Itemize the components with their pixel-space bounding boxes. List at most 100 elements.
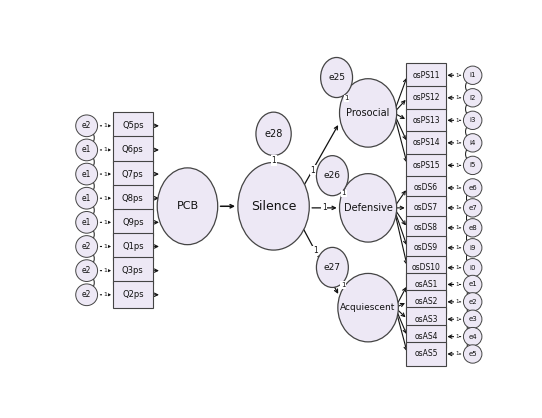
- Text: osDS9: osDS9: [414, 243, 438, 252]
- FancyBboxPatch shape: [406, 325, 446, 349]
- Text: Q2ps: Q2ps: [122, 290, 144, 299]
- Ellipse shape: [463, 345, 482, 363]
- Ellipse shape: [463, 111, 482, 130]
- Text: Q9ps: Q9ps: [122, 218, 144, 227]
- Text: 1: 1: [455, 186, 459, 191]
- FancyBboxPatch shape: [113, 112, 153, 139]
- Text: osDS7: osDS7: [414, 204, 438, 212]
- Ellipse shape: [76, 212, 98, 233]
- Text: 1: 1: [455, 163, 459, 168]
- Text: e7: e7: [468, 205, 477, 211]
- Text: osAS2: osAS2: [415, 297, 438, 306]
- Text: 1: 1: [455, 352, 459, 357]
- FancyBboxPatch shape: [113, 209, 153, 236]
- Text: 1: 1: [341, 191, 346, 196]
- Text: osDS10: osDS10: [411, 263, 441, 272]
- Text: Silence: Silence: [251, 200, 296, 213]
- Ellipse shape: [76, 139, 98, 161]
- FancyBboxPatch shape: [406, 256, 446, 280]
- Text: Q8ps: Q8ps: [122, 194, 144, 203]
- Ellipse shape: [463, 219, 482, 237]
- Text: e26: e26: [324, 171, 341, 180]
- Text: 1: 1: [455, 205, 459, 210]
- FancyBboxPatch shape: [406, 236, 446, 260]
- Text: 1: 1: [344, 95, 349, 102]
- Text: osPS15: osPS15: [412, 161, 440, 170]
- Text: 1: 1: [103, 244, 107, 249]
- Text: e2: e2: [82, 266, 92, 275]
- Text: 1: 1: [341, 282, 346, 288]
- Text: Q7ps: Q7ps: [122, 170, 144, 178]
- FancyBboxPatch shape: [406, 290, 446, 314]
- Text: osPS13: osPS13: [412, 116, 440, 125]
- Ellipse shape: [463, 134, 482, 152]
- Ellipse shape: [317, 155, 349, 196]
- Text: i5: i5: [469, 162, 476, 168]
- Text: 1: 1: [271, 156, 276, 165]
- FancyBboxPatch shape: [406, 307, 446, 331]
- Ellipse shape: [463, 199, 482, 217]
- Text: 1: 1: [322, 204, 327, 212]
- Text: 1: 1: [455, 317, 459, 322]
- Ellipse shape: [76, 284, 98, 306]
- FancyBboxPatch shape: [406, 216, 446, 240]
- Text: e1: e1: [82, 145, 92, 154]
- Text: i1: i1: [469, 72, 476, 78]
- Text: e3: e3: [468, 316, 477, 322]
- Ellipse shape: [76, 115, 98, 137]
- Text: e2: e2: [468, 299, 477, 305]
- Text: osAS3: osAS3: [414, 315, 438, 324]
- Text: osPS14: osPS14: [412, 138, 440, 148]
- Text: osAS1: osAS1: [415, 280, 438, 289]
- Text: 1: 1: [455, 118, 459, 123]
- Text: 1: 1: [455, 282, 459, 287]
- Text: Q1ps: Q1ps: [122, 242, 144, 251]
- Ellipse shape: [463, 293, 482, 311]
- Text: e25: e25: [328, 73, 345, 82]
- Text: Prosocial: Prosocial: [346, 108, 390, 118]
- Ellipse shape: [76, 236, 98, 257]
- FancyBboxPatch shape: [406, 153, 446, 177]
- Text: 1: 1: [455, 245, 459, 250]
- Text: 1: 1: [103, 196, 107, 201]
- Text: i9: i9: [469, 245, 476, 251]
- Ellipse shape: [76, 187, 98, 209]
- Text: e2: e2: [82, 242, 92, 251]
- Text: e28: e28: [264, 129, 283, 139]
- Text: 1: 1: [455, 73, 459, 78]
- Ellipse shape: [463, 179, 482, 197]
- Ellipse shape: [157, 168, 218, 245]
- Text: e1: e1: [468, 281, 477, 288]
- Text: Defensive: Defensive: [344, 203, 392, 213]
- Ellipse shape: [463, 259, 482, 277]
- Text: Q3ps: Q3ps: [122, 266, 144, 275]
- Text: e5: e5: [468, 351, 477, 357]
- Ellipse shape: [338, 273, 398, 342]
- Text: Acquiescent: Acquiescent: [340, 303, 396, 312]
- Text: osAS5: osAS5: [414, 349, 438, 359]
- FancyBboxPatch shape: [406, 64, 446, 87]
- Ellipse shape: [76, 163, 98, 185]
- FancyBboxPatch shape: [406, 342, 446, 366]
- Text: e27: e27: [324, 263, 341, 272]
- Text: e4: e4: [468, 334, 477, 339]
- Text: i0: i0: [469, 265, 476, 271]
- Text: osDS8: osDS8: [414, 223, 438, 232]
- Text: e2: e2: [82, 121, 92, 130]
- Ellipse shape: [317, 247, 349, 288]
- Text: 1: 1: [103, 148, 107, 153]
- FancyBboxPatch shape: [406, 131, 446, 155]
- Text: 1: 1: [103, 268, 107, 273]
- Text: 1: 1: [103, 123, 107, 128]
- Ellipse shape: [76, 260, 98, 281]
- Text: e8: e8: [468, 225, 477, 231]
- Ellipse shape: [339, 173, 397, 242]
- Text: e1: e1: [82, 194, 92, 203]
- Ellipse shape: [463, 310, 482, 329]
- Text: 1: 1: [103, 220, 107, 225]
- FancyBboxPatch shape: [113, 233, 153, 260]
- Ellipse shape: [463, 156, 482, 175]
- Ellipse shape: [339, 79, 397, 147]
- Ellipse shape: [321, 58, 352, 97]
- Text: osDS6: osDS6: [414, 184, 438, 192]
